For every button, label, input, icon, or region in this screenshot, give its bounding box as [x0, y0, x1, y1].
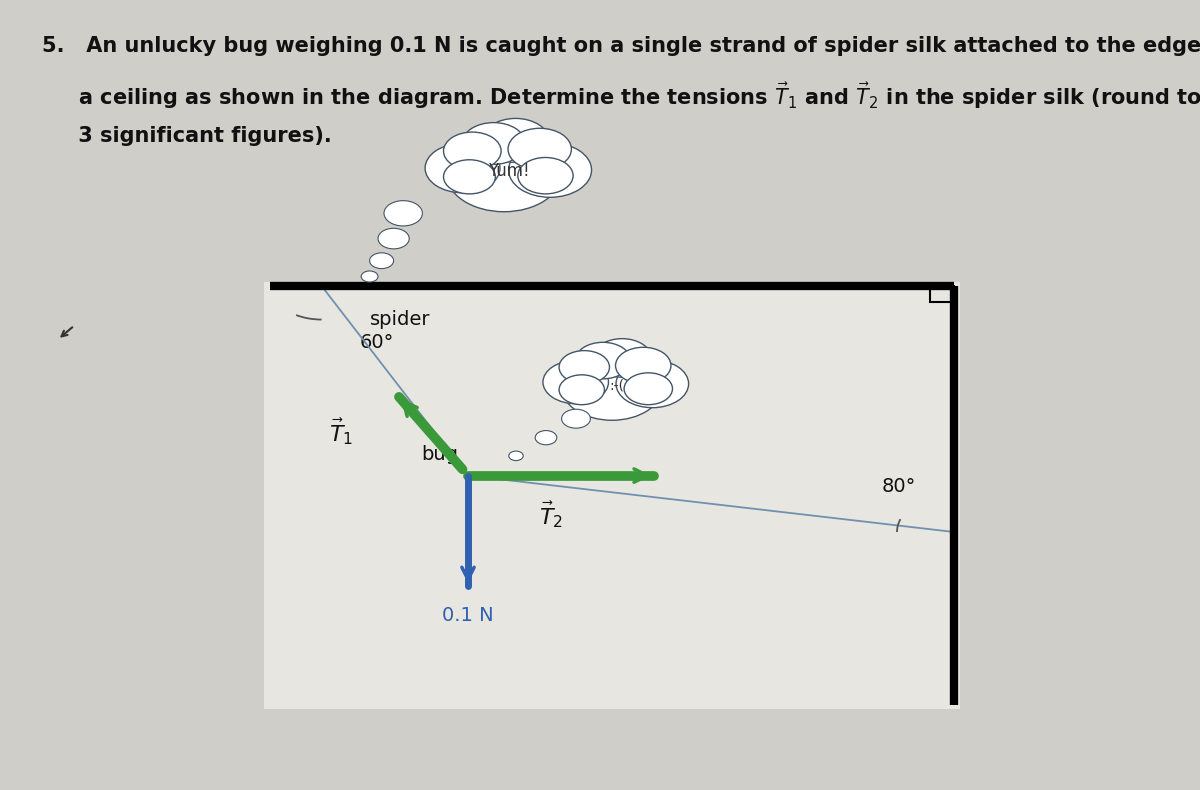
- Text: spider: spider: [370, 310, 430, 329]
- Text: 60°: 60°: [360, 333, 395, 352]
- Circle shape: [508, 128, 571, 170]
- Text: 3 significant figures).: 3 significant figures).: [42, 126, 331, 145]
- Circle shape: [425, 144, 500, 193]
- Text: 0.1 N: 0.1 N: [442, 606, 494, 625]
- Circle shape: [509, 143, 592, 198]
- Circle shape: [624, 373, 672, 404]
- Circle shape: [361, 271, 378, 282]
- Circle shape: [482, 118, 548, 163]
- Circle shape: [593, 339, 652, 377]
- Circle shape: [462, 122, 526, 164]
- Text: $\vec{T}_2$: $\vec{T}_2$: [539, 499, 563, 530]
- Text: bug: bug: [421, 445, 458, 464]
- Circle shape: [444, 160, 496, 194]
- Circle shape: [562, 409, 590, 428]
- Bar: [264, 282, 960, 709]
- Circle shape: [518, 157, 574, 194]
- Circle shape: [559, 374, 605, 404]
- Circle shape: [542, 360, 608, 404]
- Text: a ceiling as shown in the diagram. Determine the tensions $\vec{T}_1$ and $\vec{: a ceiling as shown in the diagram. Deter…: [42, 81, 1200, 111]
- Circle shape: [616, 360, 689, 408]
- Circle shape: [562, 354, 662, 420]
- Text: 5.   An unlucky bug weighing 0.1 N is caught on a single strand of spider silk a: 5. An unlucky bug weighing 0.1 N is caug…: [42, 36, 1200, 55]
- Circle shape: [446, 136, 562, 212]
- Text: :-(: :-(: [610, 378, 624, 393]
- Circle shape: [616, 348, 671, 384]
- Circle shape: [378, 228, 409, 249]
- Bar: [930, 286, 954, 302]
- Circle shape: [559, 351, 610, 384]
- Circle shape: [444, 132, 502, 170]
- Text: Yum!: Yum!: [488, 162, 529, 179]
- Text: $\vec{T}_1$: $\vec{T}_1$: [329, 416, 354, 447]
- Circle shape: [370, 253, 394, 269]
- Text: 80°: 80°: [882, 476, 917, 495]
- Circle shape: [535, 431, 557, 445]
- Circle shape: [384, 201, 422, 226]
- Circle shape: [509, 451, 523, 461]
- Circle shape: [575, 342, 631, 379]
